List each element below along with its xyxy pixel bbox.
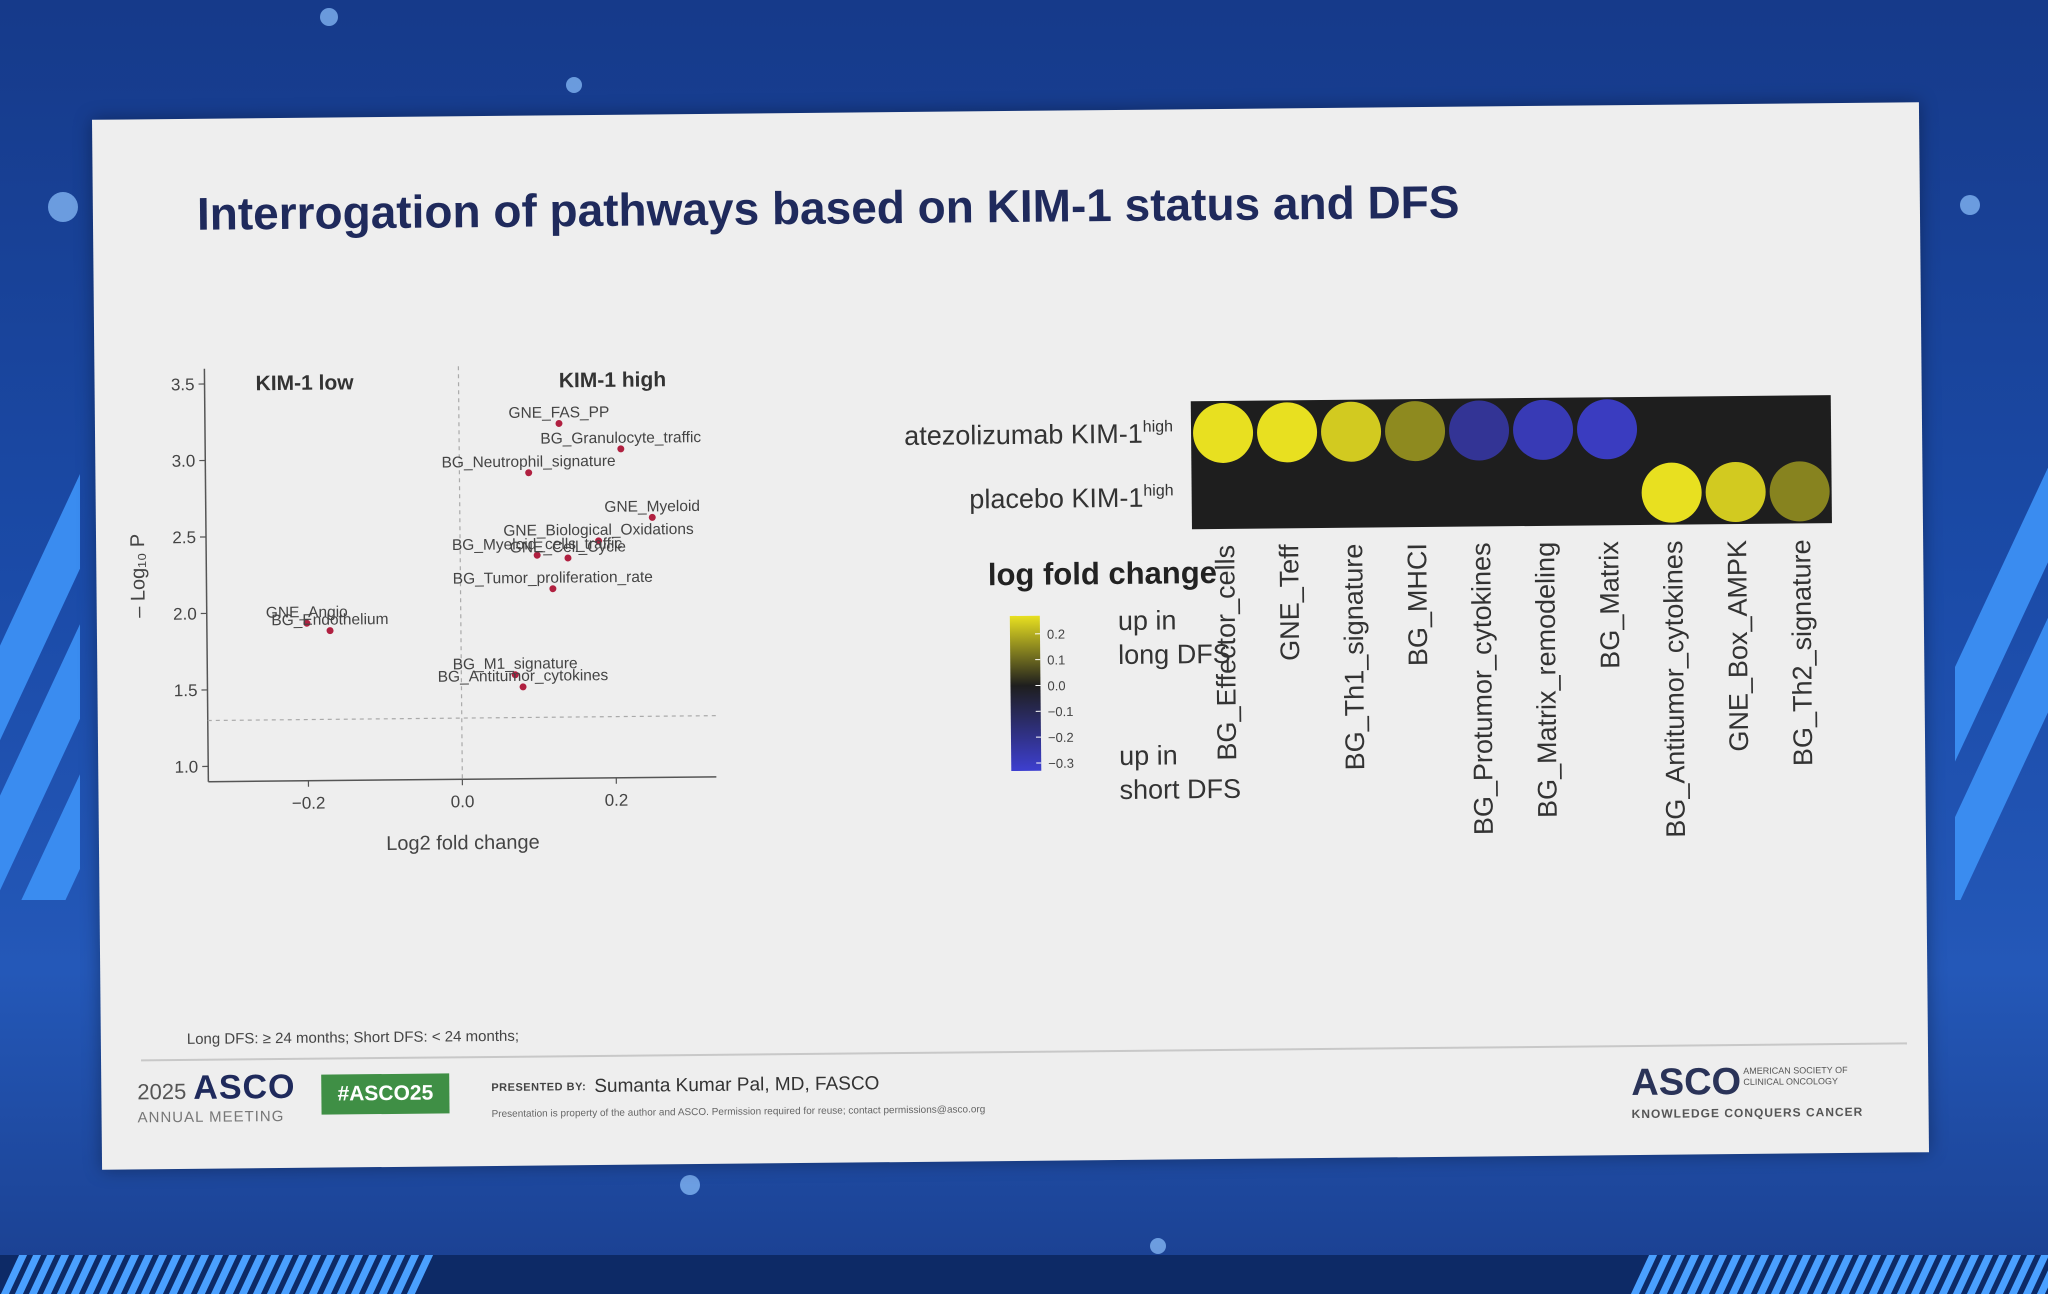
legend-tick-label: 0.1 bbox=[1047, 652, 1065, 667]
scatter-point-label: BG_M1_signature bbox=[453, 655, 578, 673]
heatmap-column-label: BG_Antitumor_cytokines bbox=[1658, 540, 1691, 837]
legend-title: log fold change bbox=[988, 555, 1217, 592]
heatmap-column-label: BG_Matrix_remodeling bbox=[1530, 542, 1563, 818]
scatter-point bbox=[549, 585, 557, 593]
scatter-point bbox=[511, 671, 519, 679]
legend-tick-label: −0.1 bbox=[1048, 704, 1074, 719]
legend-tick-label: −0.3 bbox=[1048, 756, 1074, 771]
scatter-point bbox=[525, 469, 533, 477]
heatmap-dot bbox=[1513, 399, 1574, 460]
asco-logo-sub: AMERICAN SOCIETY OF CLINICAL ONCOLOGY bbox=[1743, 1064, 1848, 1087]
legend-high-label: long DFS bbox=[1118, 639, 1231, 670]
scatter-x-tick-label: −0.2 bbox=[292, 794, 326, 813]
heatmap-row-label: atezolizumab KIM-1high bbox=[904, 418, 1173, 451]
scatter-point bbox=[564, 554, 572, 562]
scatter-y-label: – Log₁₀ P bbox=[127, 534, 150, 618]
legend-tick-label: 0.0 bbox=[1047, 678, 1065, 693]
scatter-point bbox=[303, 619, 311, 627]
scatter-x-tick-label: 0.0 bbox=[451, 792, 475, 811]
heatmap-row-label-superscript: high bbox=[1143, 482, 1173, 499]
heatmap-dot bbox=[1769, 461, 1830, 522]
heatmap-column-label: GNE_Teff bbox=[1274, 544, 1305, 661]
hashtag-badge: #ASCO25 bbox=[321, 1073, 450, 1115]
stage-bottom-band bbox=[0, 1255, 2048, 1294]
heatmap-column-label: BG_Effector_cells bbox=[1210, 545, 1242, 761]
heatmap-column-label: BG_Protumor_cytokines bbox=[1466, 542, 1499, 835]
scatter-point bbox=[617, 445, 625, 453]
heatmap-column-label: GNE_Box_AMPK bbox=[1722, 540, 1754, 752]
heatmap-column-label: BG_Th1_signature bbox=[1338, 544, 1370, 771]
chart-canvas: 1.0 1.5 2.0 2.5 3.0 3.5 −0.2 0.0 0.2 Log2 fold ch… bbox=[127, 366, 1832, 855]
scatter-x-tick-label: 0.2 bbox=[605, 791, 629, 810]
heatmap-row-label-text: placebo KIM-1 bbox=[969, 483, 1143, 515]
stage-stripes-right bbox=[1955, 360, 2048, 900]
scatter-point-label: GNE_Angio bbox=[266, 604, 348, 622]
scatter-point-label: GNE_Cell_Cycle bbox=[510, 538, 626, 556]
scatter-point-label: GNE_Biological_Oxidations bbox=[503, 521, 694, 540]
heatmap-row-label-text: atezolizumab KIM-1 bbox=[904, 419, 1143, 451]
scatter-point-label: BG_Myeloid_cells_traffic bbox=[452, 535, 623, 554]
scatter-y-tick-label: 3.0 bbox=[172, 452, 196, 471]
scatter-point-label: GNE_FAS_PP bbox=[508, 404, 609, 422]
scatter-point-label: BG_Granulocyte_traffic bbox=[540, 429, 701, 448]
legend-high-label: up in bbox=[1118, 605, 1177, 636]
legend-low-label: short DFS bbox=[1119, 774, 1241, 805]
heatmap-row-label: placebo KIM-1high bbox=[969, 482, 1174, 514]
stage-light bbox=[320, 8, 338, 26]
presented-by-label: PRESENTED BY: bbox=[491, 1081, 587, 1095]
heatmap-dot bbox=[1193, 402, 1254, 463]
scatter-x-label: Log2 fold change bbox=[386, 832, 540, 855]
scatter-y-axis bbox=[203, 368, 210, 782]
heatmap-column-label: BG_Matrix bbox=[1594, 541, 1625, 669]
presenter-name: Sumanta Kumar Pal, MD, FASCO bbox=[594, 1073, 880, 1098]
heatmap-dot bbox=[1257, 402, 1318, 463]
scatter-point-label: BG_Tumor_proliferation_rate bbox=[453, 569, 653, 588]
meeting-logo-sub: ANNUAL MEETING bbox=[137, 1107, 285, 1127]
scatter-y-tick-label: 1.5 bbox=[174, 681, 198, 700]
heatmap-column-label: BG_Th2_signature bbox=[1786, 539, 1818, 766]
scatter-point-label: BG_Endothelium bbox=[271, 611, 388, 629]
slide: Interrogation of pathways based on KIM-1… bbox=[92, 102, 1929, 1170]
scatter-point bbox=[595, 537, 603, 545]
scatter-point-label: BG_Neutrophil_signature bbox=[441, 453, 615, 472]
heatmap-column-label: BG_MHCI bbox=[1402, 543, 1433, 666]
meeting-logo-year: 2025 bbox=[137, 1078, 187, 1105]
meeting-logo: ASCO bbox=[193, 1067, 296, 1107]
stage-stripes-left bbox=[0, 360, 80, 900]
stage-light bbox=[1150, 1238, 1166, 1254]
footnote: Long DFS: ≥ 24 months; Short DFS: < 24 m… bbox=[186, 1027, 520, 1048]
scatter-point bbox=[519, 683, 527, 691]
scatter-point bbox=[533, 551, 541, 559]
scatter-y-tick-label: 2.0 bbox=[173, 605, 197, 624]
scatter-y-tick-label: 1.0 bbox=[174, 758, 198, 777]
heatmap-row-label-superscript: high bbox=[1143, 418, 1173, 435]
stage-light bbox=[1960, 195, 1980, 215]
legend-colorbar bbox=[1009, 615, 1042, 771]
scatter-y-tick-label: 3.5 bbox=[171, 375, 195, 394]
region-label-low: KIM-1 low bbox=[255, 371, 354, 395]
legend-tick-label: 0.2 bbox=[1047, 627, 1065, 642]
heatmap-dot bbox=[1705, 462, 1766, 523]
heatmap-dot bbox=[1449, 400, 1510, 461]
heatmap-dot bbox=[1385, 401, 1446, 462]
scatter-point bbox=[555, 419, 563, 427]
legend-tick-label: −0.2 bbox=[1048, 730, 1074, 745]
scatter-y-tick-label: 2.5 bbox=[172, 528, 196, 547]
asco-logo: ASCO bbox=[1631, 1061, 1742, 1105]
stage-light bbox=[680, 1175, 700, 1195]
asco-tagline: KNOWLEDGE CONQUERS CANCER bbox=[1631, 1104, 1864, 1122]
scatter-point-label: GNE_Myeloid bbox=[604, 498, 700, 516]
heatmap-dot bbox=[1577, 399, 1638, 460]
region-label-high: KIM-1 high bbox=[559, 368, 667, 392]
scatter-point bbox=[326, 627, 334, 635]
scatter-zero-line bbox=[457, 366, 463, 780]
scatter-point-label: BG_Antitumor_cytokines bbox=[438, 667, 609, 686]
scatter-point bbox=[648, 513, 656, 521]
heatmap-dot bbox=[1641, 462, 1702, 523]
heatmap-dot bbox=[1321, 401, 1382, 462]
stage-light bbox=[566, 77, 582, 93]
stage-light bbox=[48, 192, 78, 222]
legend-low-label: up in bbox=[1119, 740, 1178, 771]
